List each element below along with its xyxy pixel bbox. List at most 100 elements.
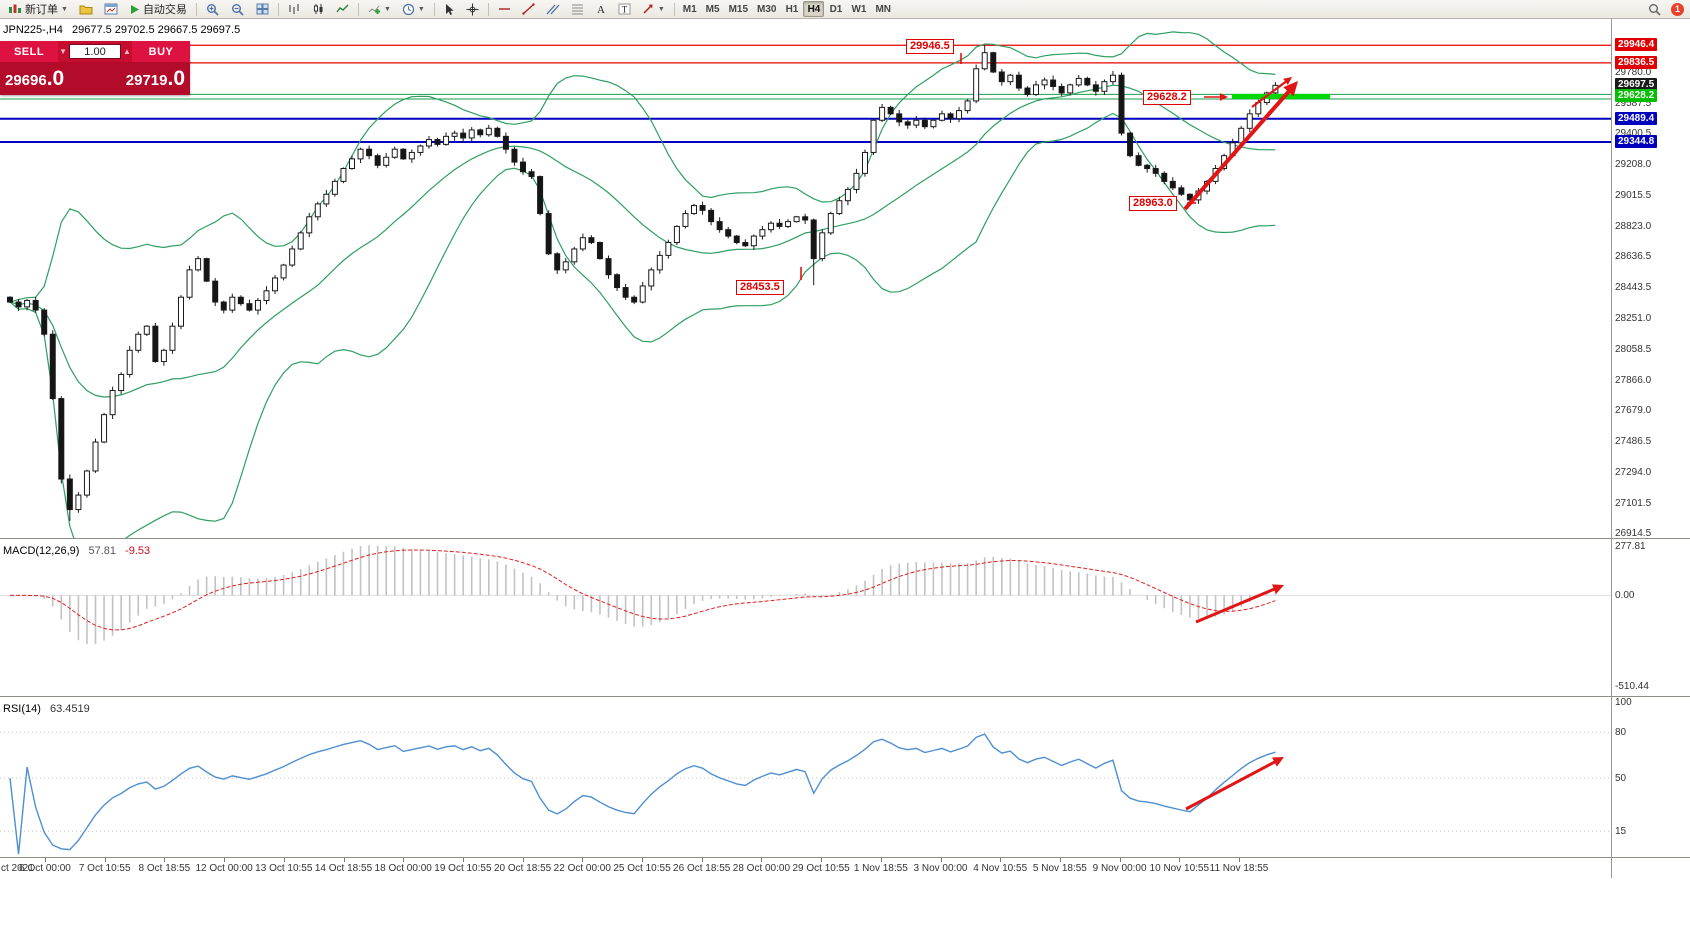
time-label: 10 Nov 10:55 bbox=[1149, 863, 1210, 874]
text-label-tool-button[interactable]: A bbox=[590, 1, 612, 18]
auto-trading-label: 自动交易 bbox=[142, 4, 187, 16]
rsi-label: RSI(14) bbox=[3, 703, 41, 715]
tf-button-m15[interactable]: M15 bbox=[728, 4, 749, 15]
rsi-axis[interactable]: 100 80 50 15 bbox=[1613, 697, 1689, 857]
candle-body bbox=[306, 216, 313, 234]
toolbar-separator bbox=[433, 2, 435, 16]
auto-trading-button[interactable]: 自动交易 bbox=[124, 1, 192, 18]
price-callout[interactable]: 28453.5 bbox=[736, 280, 784, 295]
tf-button-d1[interactable]: D1 bbox=[829, 4, 843, 15]
candle-body bbox=[733, 235, 740, 244]
chart-line-button[interactable] bbox=[331, 1, 354, 18]
trendline-tool-button[interactable] bbox=[517, 1, 540, 18]
candle-body bbox=[691, 205, 697, 215]
main-chart-canvas[interactable] bbox=[0, 19, 1690, 538]
candle-body bbox=[460, 132, 467, 139]
charts-window-button[interactable] bbox=[99, 1, 123, 18]
fibonacci-tool-button[interactable] bbox=[566, 1, 589, 18]
text-t-icon: T bbox=[618, 3, 631, 15]
candle-body bbox=[340, 168, 347, 182]
buy-button[interactable]: BUY bbox=[132, 41, 190, 62]
add-indicator-button[interactable]: ▼ bbox=[363, 1, 396, 18]
time-label: 13 Oct 10:55 bbox=[255, 863, 313, 874]
crosshair-icon bbox=[466, 3, 479, 15]
time-tick bbox=[761, 858, 763, 862]
tile-windows-button[interactable] bbox=[251, 1, 274, 18]
hline-tool-button[interactable] bbox=[493, 1, 516, 18]
candle-body bbox=[810, 219, 817, 260]
macd-axis[interactable]: 277.81 0.00 -510.44 bbox=[1613, 539, 1689, 696]
rsi-header: RSI(14) 63.4519 bbox=[3, 703, 90, 715]
rsi-panel-canvas[interactable] bbox=[0, 697, 1690, 857]
volume-decrease-button[interactable]: ▼ bbox=[59, 46, 67, 56]
search-button[interactable] bbox=[1643, 1, 1667, 18]
symbol-name: JPN225-,H4 bbox=[3, 24, 63, 36]
candle-body bbox=[571, 248, 578, 263]
price-axis[interactable]: 29780.0 29587.5 29400.5 29208.0 29015.5 28823… bbox=[1613, 19, 1689, 539]
macd-tick-label: 277.81 bbox=[1615, 541, 1646, 552]
candle-body bbox=[92, 441, 99, 472]
price-tick-label: 26914.5 bbox=[1615, 527, 1652, 539]
candle-body bbox=[964, 100, 971, 112]
time-tick bbox=[343, 858, 345, 862]
candle-body bbox=[588, 237, 595, 244]
trendline-icon bbox=[522, 3, 535, 15]
volume-input[interactable]: 1.00 bbox=[69, 44, 121, 59]
time-axis[interactable]: ct 2021 6 Oct 00:00 7 Oct 10:55 8 Oct 18:55… bbox=[0, 858, 1690, 880]
time-tick bbox=[1239, 858, 1240, 862]
new-order-label: 新订单 bbox=[25, 4, 58, 16]
line-chart-icon bbox=[336, 4, 349, 13]
cursor-tool-button[interactable] bbox=[439, 1, 460, 18]
period-button[interactable]: ▼ bbox=[397, 1, 430, 18]
tf-button-h4[interactable]: H4 bbox=[803, 1, 825, 17]
price-callout[interactable]: 28963.0 bbox=[1129, 196, 1177, 211]
candle-body bbox=[126, 349, 133, 375]
tf-button-m5[interactable]: M5 bbox=[705, 4, 720, 15]
tf-button-mn[interactable]: MN bbox=[875, 4, 892, 15]
candle-body bbox=[1144, 164, 1151, 170]
text-tool-button[interactable]: T bbox=[613, 1, 636, 18]
price-tick-label: 29780.0 bbox=[1615, 66, 1652, 78]
macd-panel-canvas[interactable] bbox=[0, 539, 1690, 696]
trend-arrow[interactable] bbox=[1195, 585, 1280, 624]
zoom-in-button[interactable] bbox=[201, 1, 225, 18]
trend-arrow[interactable] bbox=[1185, 758, 1280, 811]
tf-button-h1[interactable]: H1 bbox=[785, 4, 799, 15]
profiles-button[interactable] bbox=[74, 1, 98, 18]
candle-body bbox=[246, 303, 253, 311]
macd-label: MACD(12,26,9) bbox=[3, 545, 80, 557]
time-tick bbox=[880, 858, 882, 862]
candle-body bbox=[956, 110, 963, 120]
tf-button-w1[interactable]: W1 bbox=[851, 4, 867, 15]
candle-body bbox=[152, 325, 159, 363]
buy-price-main: 29719 bbox=[125, 71, 168, 89]
channel-tool-button[interactable] bbox=[541, 1, 565, 18]
price-callout[interactable]: 29628.2 bbox=[1143, 90, 1191, 105]
trend-arrow[interactable] bbox=[1183, 85, 1295, 211]
sell-button[interactable]: SELL bbox=[0, 41, 58, 62]
candle-body bbox=[998, 71, 1005, 83]
price-callout[interactable]: 29946.5 bbox=[906, 39, 954, 54]
candle-body bbox=[374, 155, 381, 166]
panel-separator[interactable] bbox=[0, 696, 1690, 697]
new-order-button[interactable]: 新订单 ▼ bbox=[3, 1, 73, 18]
candle-body bbox=[272, 277, 279, 292]
sell-price-main: 29696 bbox=[5, 71, 47, 89]
notification-badge[interactable]: 1 bbox=[1671, 2, 1684, 16]
tf-button-m30[interactable]: M30 bbox=[757, 4, 777, 15]
candle-body bbox=[15, 301, 22, 308]
tf-button-m1[interactable]: M1 bbox=[682, 4, 697, 15]
candle-body bbox=[229, 296, 236, 311]
crosshair-tool-button[interactable] bbox=[461, 1, 484, 18]
chart-candles-button[interactable] bbox=[307, 1, 330, 18]
candle-body bbox=[263, 290, 270, 301]
trend-arrow[interactable] bbox=[1251, 78, 1290, 108]
zoom-out-button[interactable] bbox=[226, 1, 250, 18]
price-tick-label: 28443.5 bbox=[1615, 282, 1652, 293]
rsi-tick-label: 15 bbox=[1615, 826, 1627, 838]
panel-separator[interactable] bbox=[0, 538, 1690, 539]
arrows-tool-button[interactable]: ▼ bbox=[637, 1, 670, 18]
volume-increase-button[interactable]: ▲ bbox=[123, 46, 131, 56]
chart-bars-button[interactable] bbox=[283, 1, 306, 18]
